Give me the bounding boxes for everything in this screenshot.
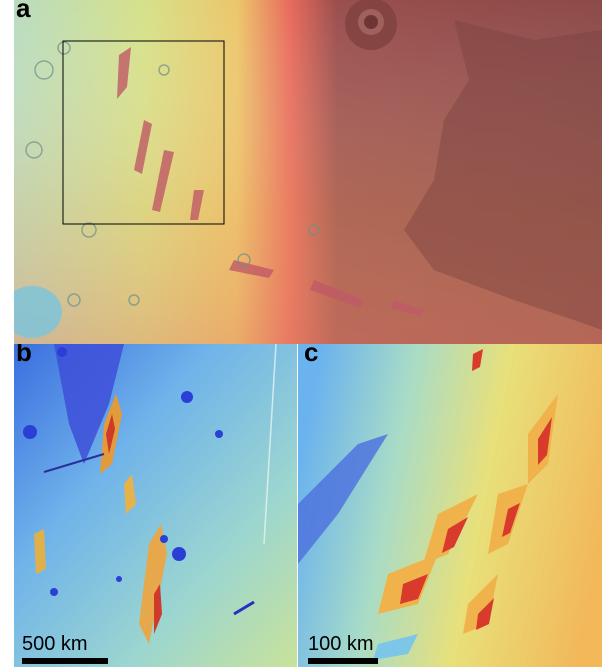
panel-b-topography-map bbox=[14, 344, 297, 667]
panel-b-scale-label: 500 km bbox=[22, 633, 88, 655]
inset-outline bbox=[62, 40, 225, 225]
panel-b-scale: 500 km bbox=[22, 624, 112, 664]
panel-c: c 100 km bbox=[298, 344, 602, 667]
panel-c-scale-label: 100 km bbox=[308, 633, 374, 655]
panel-divider bbox=[297, 344, 298, 667]
panel-a-topography-map bbox=[14, 0, 602, 344]
panel-c-scale-bar bbox=[308, 658, 378, 664]
panel-b-label: b bbox=[16, 344, 32, 367]
panel-b-scale-bar bbox=[22, 658, 108, 664]
panel-c-topography-map bbox=[298, 344, 602, 667]
panel-a-label: a bbox=[16, 0, 31, 23]
panel-c-scale: 100 km bbox=[308, 624, 388, 664]
panel-a: a bbox=[14, 0, 602, 344]
panel-c-label: c bbox=[304, 344, 319, 367]
panel-b: b 500 km bbox=[14, 344, 297, 667]
